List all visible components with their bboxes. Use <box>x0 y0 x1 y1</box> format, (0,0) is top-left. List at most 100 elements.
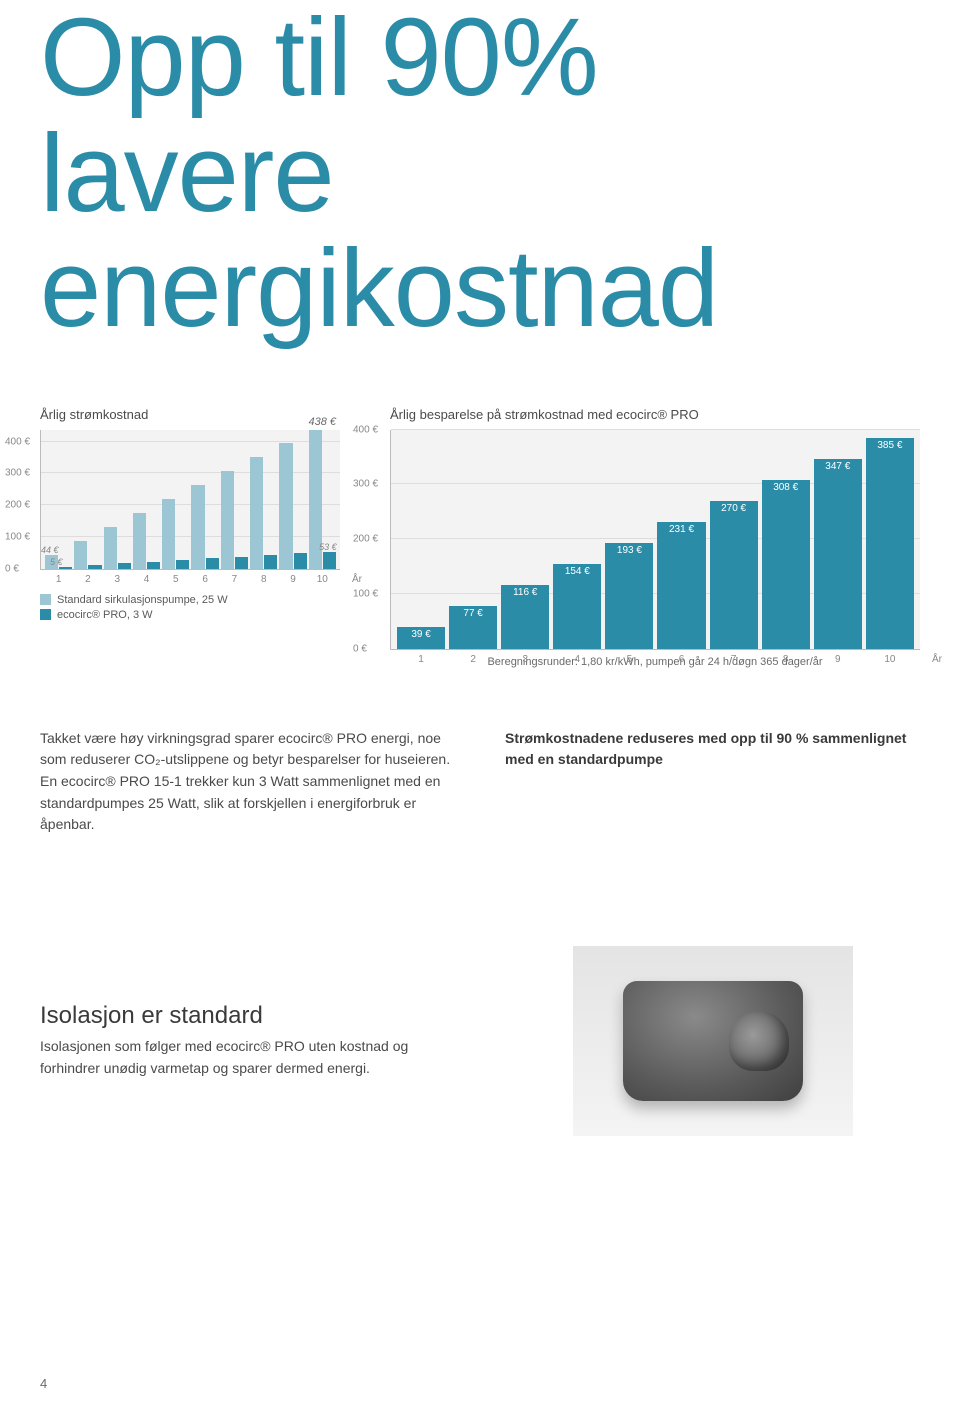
chart1-x-unit: År <box>352 574 362 585</box>
chart1-bar-label: 5 € <box>50 557 63 567</box>
chart2-col: 77 €2 <box>449 430 497 649</box>
chart1-bar <box>235 557 248 569</box>
chart2-ytick: 100 € <box>353 588 378 599</box>
chart2-col: 308 €8 <box>762 430 810 649</box>
chart1-ytick: 300 € <box>5 468 30 479</box>
chart2-value-label: 308 € <box>762 482 810 493</box>
chart1-xlabel: 1 <box>45 574 72 585</box>
chart2-value-label: 39 € <box>397 629 445 640</box>
chart2-xlabel: 9 <box>814 654 862 665</box>
chart2-bar: 270 € <box>710 501 758 649</box>
chart1-bar <box>250 457 263 568</box>
chart1-ytick: 0 € <box>5 563 19 574</box>
legend-label: Standard sirkulasjonspumpe, 25 W <box>57 594 228 606</box>
chart2-value-label: 77 € <box>449 608 497 619</box>
chart1-bar <box>176 560 189 569</box>
chart1-group: 8 <box>250 430 277 569</box>
chart2-xlabel: 1 <box>397 654 445 665</box>
chart1-xlabel: 3 <box>104 574 131 585</box>
chart1-group: 3 <box>104 430 131 569</box>
body-left: Takket være høy virkningsgrad sparer eco… <box>40 728 455 836</box>
charts-row: Årlig strømkostnad 438 € År 400 €300 €20… <box>40 407 920 668</box>
chart2-ytick: 200 € <box>353 534 378 545</box>
chart2-xlabel: 6 <box>657 654 705 665</box>
chart1-bar <box>133 513 146 569</box>
page-headline: Opp til 90% lavere energikostnad <box>40 0 920 347</box>
chart1-bar <box>74 541 87 569</box>
chart2-value-label: 154 € <box>553 566 601 577</box>
chart1-xlabel: 10 <box>309 574 336 585</box>
isolation-text: Isolasjon er standard Isolasjonen som fø… <box>40 1002 455 1079</box>
chart1-xlabel: 2 <box>74 574 101 585</box>
chart1-bar-label: 53 € <box>319 542 337 552</box>
chart2-title: Årlig besparelse på strømkostnad med eco… <box>390 407 920 422</box>
legend-label: ecocirc® PRO, 3 W <box>57 609 153 621</box>
chart2-xlabel: 10 <box>866 654 914 665</box>
chart1-bar <box>104 527 117 569</box>
chart1-group: 6 <box>191 430 218 569</box>
chart2-bar: 77 € <box>449 606 497 648</box>
chart1-bar <box>323 552 336 569</box>
body-right: Strømkostnadene reduseres med opp til 90… <box>505 728 920 836</box>
chart1-ytick: 200 € <box>5 500 30 511</box>
chart2-col: 270 €7 <box>710 430 758 649</box>
chart2-value-label: 385 € <box>866 440 914 451</box>
chart2-bar: 39 € <box>397 627 445 648</box>
chart1-bar-label: 44 € <box>41 545 59 555</box>
chart1-ytick: 400 € <box>5 436 30 447</box>
legend-swatch-icon <box>40 609 51 620</box>
chart2-value-label: 116 € <box>501 587 549 598</box>
chart1-bar <box>147 562 160 569</box>
chart1-group: 2 <box>74 430 101 569</box>
chart2-bar: 154 € <box>553 564 601 648</box>
chart1-ytick: 100 € <box>5 531 30 542</box>
insulation-shape-icon <box>623 981 803 1101</box>
chart1-bar <box>88 565 101 568</box>
chart2-col: 231 €6 <box>657 430 705 649</box>
chart1-legend: Standard sirkulasjonspumpe, 25 W ecocirc®… <box>40 594 340 621</box>
chart1-group: 4 <box>133 430 160 569</box>
chart1-bar <box>118 563 131 568</box>
chart2-col: 347 €9 <box>814 430 862 649</box>
chart1-legend-item: Standard sirkulasjonspumpe, 25 W <box>40 594 340 606</box>
chart2-xlabel: 3 <box>501 654 549 665</box>
chart1-bar <box>162 499 175 569</box>
isolation-title: Isolasjon er standard <box>40 1002 455 1030</box>
chart2-xlabel: 5 <box>605 654 653 665</box>
chart2-ytick: 300 € <box>353 479 378 490</box>
chart1-bar <box>221 471 234 568</box>
chart1-bar <box>264 555 277 568</box>
chart1-wrap: 438 € År 400 €300 €200 €100 €0 €12345678… <box>40 430 340 621</box>
chart1-xlabel: 8 <box>250 574 277 585</box>
chart2-value-label: 193 € <box>605 545 653 556</box>
chart2-bar: 385 € <box>866 438 914 649</box>
chart1-bar <box>294 553 307 568</box>
chart2-wrap: År 400 €300 €200 €100 €0 €39 €177 €2116 … <box>390 430 920 668</box>
chart2-xlabel: 2 <box>449 654 497 665</box>
body-text-row: Takket være høy virkningsgrad sparer eco… <box>40 728 920 836</box>
chart2-xlabel: 4 <box>553 654 601 665</box>
chart1-xlabel: 4 <box>133 574 160 585</box>
chart2-col: 116 €3 <box>501 430 549 649</box>
chart1-group: 7 <box>221 430 248 569</box>
annual-cost-chart: Årlig strømkostnad 438 € År 400 €300 €20… <box>40 407 340 668</box>
chart2-bar: 308 € <box>762 480 810 649</box>
annual-savings-chart: Årlig besparelse på strømkostnad med eco… <box>390 407 920 668</box>
chart2-bar: 193 € <box>605 543 653 649</box>
chart2-col: 385 €10 <box>866 430 914 649</box>
chart2-value-label: 347 € <box>814 461 862 472</box>
chart1-bar <box>59 567 72 569</box>
chart1-xlabel: 9 <box>279 574 306 585</box>
chart1-legend-item: ecocirc® PRO, 3 W <box>40 609 340 621</box>
chart1-xlabel: 6 <box>191 574 218 585</box>
chart1-bar <box>206 558 219 568</box>
chart1-group: 5 <box>162 430 189 569</box>
chart2-bar: 347 € <box>814 459 862 649</box>
chart2-value-label: 270 € <box>710 503 758 514</box>
chart2-bar: 116 € <box>501 585 549 649</box>
isolation-row: Isolasjon er standard Isolasjonen som fø… <box>40 946 920 1136</box>
chart1-xlabel: 7 <box>221 574 248 585</box>
chart2-ytick: 0 € <box>353 643 367 654</box>
legend-swatch-icon <box>40 594 51 605</box>
chart2-xlabel: 7 <box>710 654 758 665</box>
